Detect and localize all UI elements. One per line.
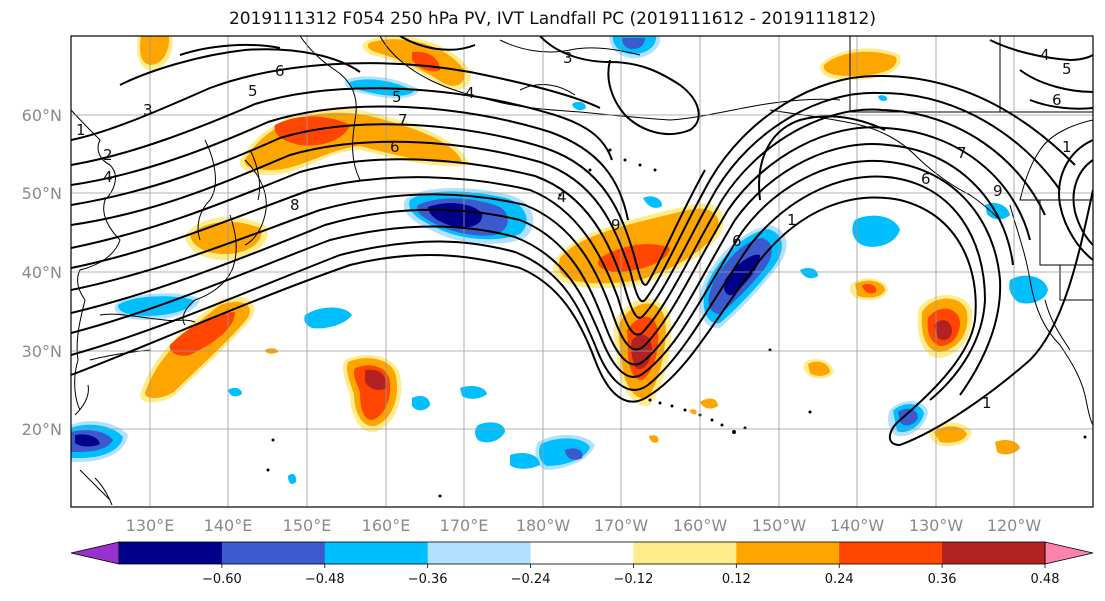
lon-label: 130°E <box>126 516 175 535</box>
contour-label: 1 <box>787 211 797 229</box>
longitude-labels: 130°E 140°E 150°E 160°E 170°E 180°W 170°… <box>126 516 1042 535</box>
contour-label: 6 <box>390 138 400 156</box>
lon-label: 160°W <box>673 516 728 535</box>
lon-label: 170°W <box>594 516 649 535</box>
lat-label: 30°N <box>22 342 62 361</box>
colorbar-tick-label: 0.12 <box>722 572 751 587</box>
colorbar-segment <box>428 542 531 564</box>
colorbar-segment <box>736 542 839 564</box>
contour-label: 6 <box>275 62 285 80</box>
contour-label: 6 <box>1052 91 1062 109</box>
contour-label: 2 <box>103 146 113 164</box>
contour-label: 4 <box>557 188 567 206</box>
lat-label: 50°N <box>22 184 62 203</box>
latitude-labels: 60°N 50°N 40°N 30°N 20°N <box>22 106 62 439</box>
contour-label: 1 <box>1062 138 1072 156</box>
colorbar-tick-label: 0.48 <box>1031 572 1060 587</box>
colorbar-extend-max <box>1045 542 1093 564</box>
colorbar-extend-min <box>71 542 119 564</box>
colorbar-segment <box>942 542 1045 564</box>
colorbar-segment <box>839 542 942 564</box>
contour-label: 1 <box>982 394 992 412</box>
colorbar-tick-label: −0.36 <box>408 572 448 587</box>
lon-label: 140°W <box>830 516 885 535</box>
lon-label: 130°W <box>909 516 964 535</box>
contour-label: 7 <box>398 111 408 129</box>
contour-label: 9 <box>993 182 1003 200</box>
contour-label: 8 <box>290 196 300 214</box>
contour-label: 1 <box>76 121 86 139</box>
colorbar-tick-label: −0.48 <box>305 572 345 587</box>
contour-label: 4 <box>1040 46 1050 64</box>
lon-label: 170°E <box>440 516 489 535</box>
contour-label: 3 <box>143 101 153 119</box>
contour-label: 9 <box>611 216 621 234</box>
colorbar-segment <box>531 542 634 564</box>
lon-label: 140°E <box>204 516 253 535</box>
colorbar-tick-label: −0.24 <box>511 572 551 587</box>
lat-label: 20°N <box>22 420 62 439</box>
contour-label: 6 <box>732 232 742 250</box>
colorbar-segment <box>222 542 325 564</box>
contour-label: 5 <box>248 82 258 100</box>
colorbar-segment <box>325 542 428 564</box>
colorbar-segment <box>633 542 736 564</box>
contour-label: 5 <box>392 88 402 106</box>
contour-label: 4 <box>103 168 113 186</box>
contour-label: 7 <box>957 144 967 162</box>
lon-label: 160°E <box>362 516 411 535</box>
colorbar-segment <box>119 542 222 564</box>
colorbar-tick-label: −0.12 <box>614 572 654 587</box>
colorbar: −0.60 −0.48 −0.36 −0.24 −0.12 0.12 0.24 0.36 0.4… <box>71 542 1105 587</box>
colorbar-tick-label: 0.36 <box>928 572 957 587</box>
colorbar-tick-label: −0.60 <box>202 572 242 587</box>
colorbar-tick-label: 0.24 <box>825 572 854 587</box>
lon-label: 150°W <box>752 516 807 535</box>
lon-label: 150°E <box>283 516 332 535</box>
contour-label: 4 <box>465 84 475 102</box>
lat-label: 60°N <box>22 106 62 125</box>
contour-label: 6 <box>921 170 931 188</box>
lat-label: 40°N <box>22 263 62 282</box>
lon-label: 120°W <box>987 516 1042 535</box>
contour-label: 3 <box>563 49 573 67</box>
contour-label: 5 <box>1062 60 1072 78</box>
lon-label: 180°W <box>516 516 571 535</box>
